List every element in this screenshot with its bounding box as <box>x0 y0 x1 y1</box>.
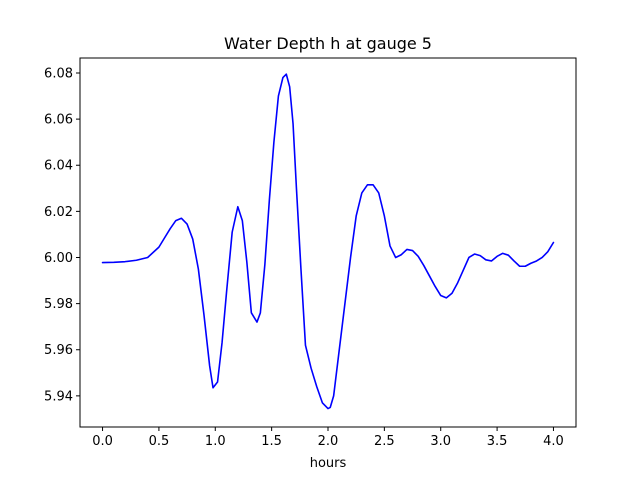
y-tick-label: 6.04 <box>44 159 73 174</box>
x-tick-label: 0.0 <box>92 434 113 449</box>
y-tick-label: 6.08 <box>44 66 73 81</box>
x-axis-label: hours <box>310 456 347 471</box>
y-tick-label: 5.96 <box>44 343 73 358</box>
chart-title: Water Depth h at gauge 5 <box>224 34 432 53</box>
y-tick-label: 5.94 <box>44 389 73 404</box>
x-tick-label: 1.0 <box>205 434 226 449</box>
x-tick-label: 3.5 <box>487 434 508 449</box>
y-tick-label: 6.02 <box>44 205 73 220</box>
x-tick-label: 2.0 <box>318 434 339 449</box>
y-tick-label: 5.98 <box>44 297 73 312</box>
x-tick-label: 4.0 <box>543 434 564 449</box>
plot-area: 0.0 0.5 1.0 1.5 2.0 2.5 3.0 3.5 4.0 5.94 5.96 5.98 6… <box>44 57 577 449</box>
y-tick-label: 6.00 <box>44 251 73 266</box>
x-tick-label: 2.5 <box>374 434 395 449</box>
series-line-0 <box>101 73 555 410</box>
axes-frame <box>79 57 577 428</box>
x-tick-label: 1.5 <box>261 434 282 449</box>
x-tick-label: 0.5 <box>149 434 170 449</box>
x-tick-label: 3.0 <box>430 434 451 449</box>
y-tick-label: 6.06 <box>44 113 73 128</box>
